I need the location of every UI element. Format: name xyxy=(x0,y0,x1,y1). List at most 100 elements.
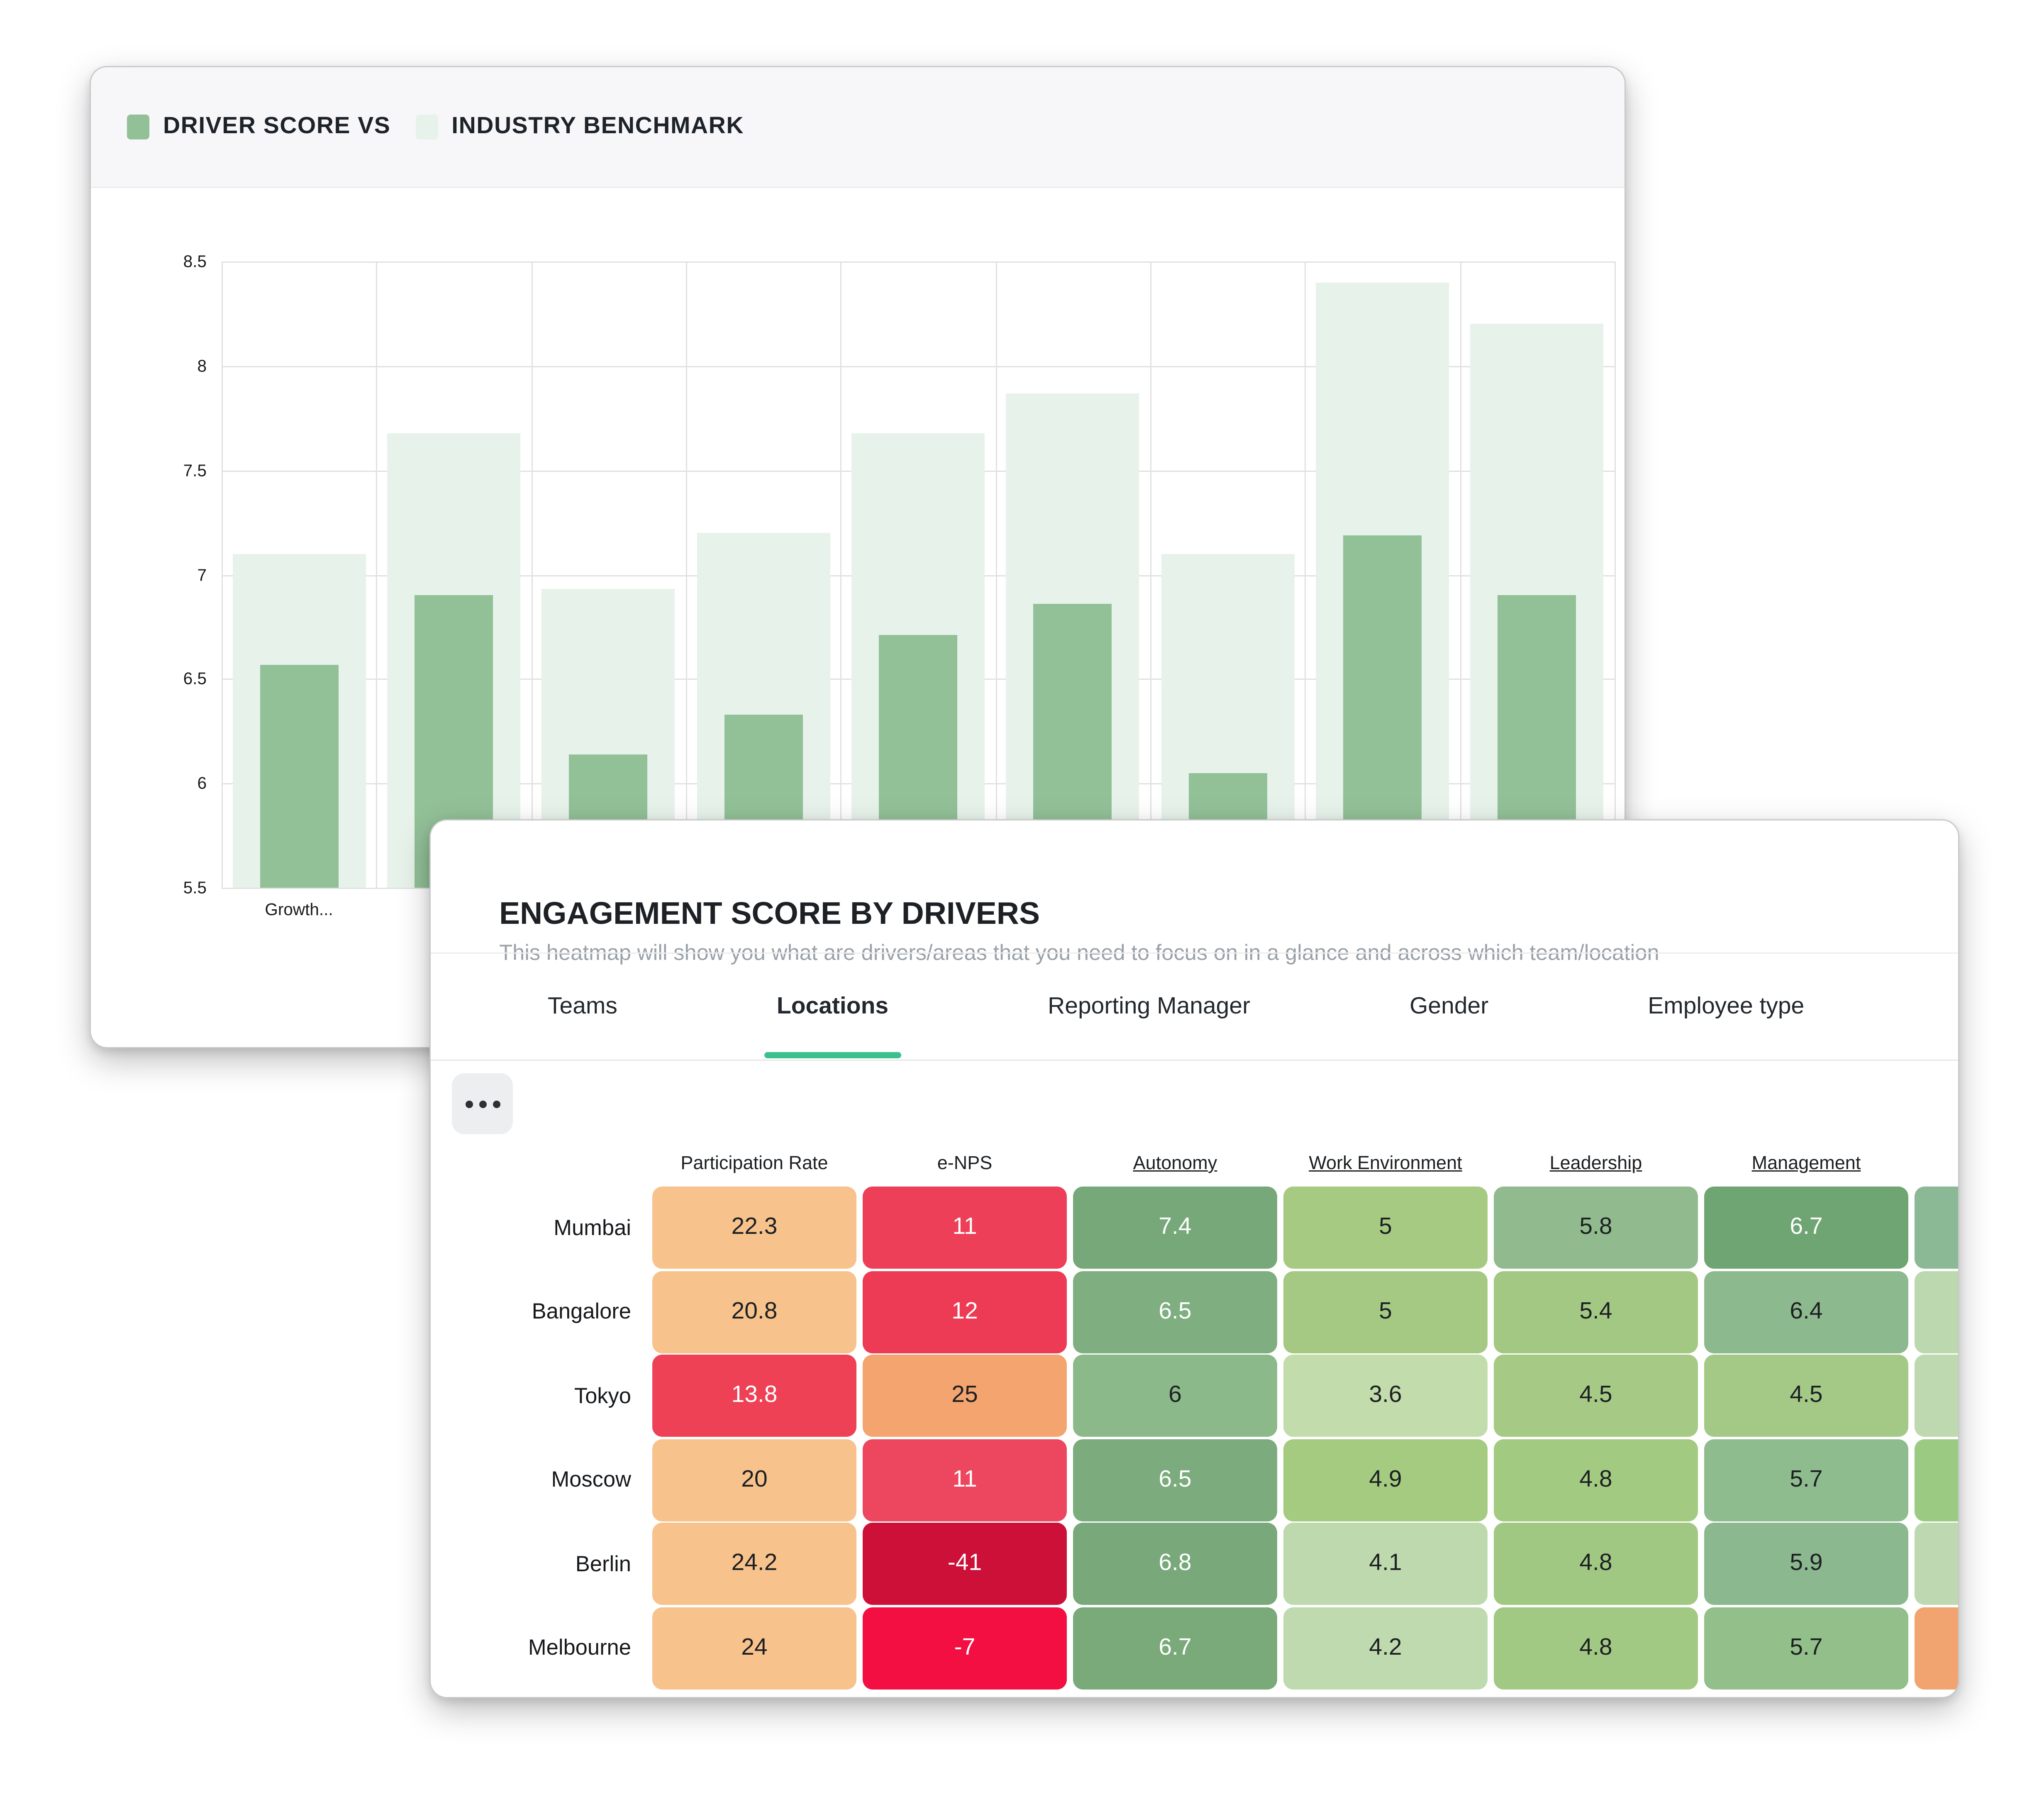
row-label: Tokyo xyxy=(574,1382,631,1408)
gridline xyxy=(840,261,842,888)
heatmap-cell[interactable]: 4.5 xyxy=(1704,1355,1908,1437)
heatmap-cell[interactable]: 4.8 xyxy=(1494,1438,1698,1521)
gridline xyxy=(222,366,1615,367)
heatmap-cell[interactable]: 5.9 xyxy=(1704,1523,1908,1605)
heatmap-rows: Mumbai 22.3 11 7.4 5 5.8 6.7 Bangalore 20.8 12 6.5… xyxy=(431,1187,1958,1691)
heatmap-cell[interactable]: 25 xyxy=(863,1355,1067,1437)
column-header-autonomy[interactable]: Autonomy xyxy=(1133,1153,1217,1174)
heatmap-cell[interactable]: 4.8 xyxy=(1494,1607,1698,1689)
table-row: Melbourne 24 -7 6.7 4.2 4.8 5.7 xyxy=(431,1607,1958,1689)
column-header-participation-rate: Participation Rate xyxy=(681,1153,828,1174)
heatmap-cell[interactable]: 11 xyxy=(863,1438,1067,1521)
heatmap-subtitle: This heatmap will show you what are driv… xyxy=(499,939,1659,964)
gridline xyxy=(222,261,1615,263)
y-axis-tick-label: 7.5 xyxy=(183,461,207,480)
heatmap-cell[interactable]: 5 xyxy=(1283,1270,1488,1353)
heatmap-cell[interactable]: 7.4 xyxy=(1073,1187,1277,1269)
tab-locations[interactable]: Locations xyxy=(764,993,901,1058)
table-row: Bangalore 20.8 12 6.5 5 5.4 6.4 xyxy=(431,1270,1958,1353)
column-header-leadership[interactable]: Leadership xyxy=(1549,1153,1642,1174)
heatmap-cell[interactable]: 6.7 xyxy=(1073,1607,1277,1689)
heatmap-cell[interactable]: 20.8 xyxy=(652,1270,856,1353)
y-axis-tick-label: 8 xyxy=(197,356,207,375)
table-row: Tokyo 13.8 25 6 3.6 4.5 4.5 xyxy=(431,1355,1958,1437)
x-axis-tick-label: Growth... xyxy=(265,900,333,919)
heatmap-cell[interactable]: 6.5 xyxy=(1073,1270,1277,1353)
heatmap-cell[interactable]: 6.5 xyxy=(1073,1438,1277,1521)
heatmap-cell[interactable]: 4.8 xyxy=(1494,1523,1698,1605)
heatmap-cell[interactable]: 6.4 xyxy=(1704,1270,1908,1353)
heatmap-cell[interactable]: 20 xyxy=(652,1438,856,1521)
heatmap-tab-bar: Teams Locations Reporting Manager Gender Emp… xyxy=(431,954,1958,1061)
heatmap-cell[interactable]: 13.8 xyxy=(652,1355,856,1437)
heatmap-cell[interactable]: 5.8 xyxy=(1494,1187,1698,1269)
bar-group xyxy=(686,261,841,888)
row-label: Mumbai xyxy=(554,1214,631,1240)
bar-group xyxy=(1305,261,1460,888)
row-label: Melbourne xyxy=(528,1635,631,1660)
heatmap-cell[interactable]: 5.7 xyxy=(1704,1607,1908,1689)
y-axis-tick-label: 8.5 xyxy=(183,252,207,271)
y-axis-tick-label: 5.5 xyxy=(183,878,207,897)
heatmap-cell[interactable]: 4.5 xyxy=(1494,1355,1698,1437)
bar-group xyxy=(1460,261,1615,888)
ellipsis-icon xyxy=(465,1100,473,1108)
heatmap-cell[interactable]: 4.1 xyxy=(1283,1523,1488,1605)
table-row: Moscow 20 11 6.5 4.9 4.8 5.7 xyxy=(431,1438,1958,1521)
gridline xyxy=(222,261,223,888)
tab-employee-type[interactable]: Employee type xyxy=(1648,993,1805,1019)
chart-card-header: DRIVER SCORE VS INDUSTRY BENCHMARK xyxy=(91,67,1624,188)
heatmap-cell[interactable]: 24.2 xyxy=(652,1523,856,1605)
table-row: Mumbai 22.3 11 7.4 5 5.8 6.7 xyxy=(431,1187,1958,1269)
heatmap-cell[interactable]: 24 xyxy=(652,1607,856,1689)
ellipsis-icon xyxy=(492,1100,500,1108)
gridline xyxy=(686,261,687,888)
heatmap-cell[interactable] xyxy=(1915,1607,1958,1689)
bar-group xyxy=(531,261,686,888)
divider xyxy=(431,952,1958,954)
y-axis-tick-label: 6 xyxy=(197,774,207,793)
heatmap-cell[interactable]: -7 xyxy=(863,1607,1067,1689)
heatmap-cell[interactable]: 22.3 xyxy=(652,1187,856,1269)
heatmap-cell[interactable] xyxy=(1915,1270,1958,1353)
bar-group xyxy=(841,261,995,888)
table-row: Berlin 24.2 -41 6.8 4.1 4.8 5.9 xyxy=(431,1523,1958,1605)
gridline xyxy=(1305,261,1306,888)
column-header xyxy=(1915,1177,1958,1184)
more-options-button[interactable] xyxy=(452,1073,513,1134)
column-header-management[interactable]: Management xyxy=(1751,1153,1861,1174)
bar-group xyxy=(1150,261,1305,888)
heatmap-cell[interactable]: 5.4 xyxy=(1494,1270,1698,1353)
heatmap-cell[interactable] xyxy=(1915,1523,1958,1605)
bar-chart-plot: 5.5 6 6.5 7 7.5 8 8.5 Growth... xyxy=(183,252,1616,919)
heatmap-cell[interactable]: 11 xyxy=(863,1187,1067,1269)
gridline xyxy=(995,261,997,888)
heatmap-cell[interactable] xyxy=(1915,1187,1958,1269)
ellipsis-icon xyxy=(478,1100,486,1108)
heatmap-column-headers: Participation Rate e-NPS Autonomy Work Envi… xyxy=(431,1109,1958,1184)
bar-group xyxy=(995,261,1150,888)
heatmap-cell[interactable]: 6 xyxy=(1073,1355,1277,1437)
tab-gender[interactable]: Gender xyxy=(1410,993,1489,1019)
legend-swatch-icon xyxy=(127,115,149,139)
heatmap-cell[interactable]: 4.9 xyxy=(1283,1438,1488,1521)
heatmap-cell[interactable]: 6.7 xyxy=(1704,1187,1908,1269)
gridline xyxy=(1615,261,1616,888)
heatmap-cell[interactable] xyxy=(1915,1438,1958,1521)
column-header-work-environment[interactable]: Work Environment xyxy=(1309,1153,1462,1174)
heatmap-cell[interactable]: 12 xyxy=(863,1270,1067,1353)
chart-legend: DRIVER SCORE VS INDUSTRY BENCHMARK xyxy=(127,113,769,141)
gridline xyxy=(1150,261,1151,888)
heatmap-cell[interactable]: 4.2 xyxy=(1283,1607,1488,1689)
heatmap-cell[interactable] xyxy=(1915,1355,1958,1437)
legend-label: DRIVER SCORE VS xyxy=(163,113,391,139)
heatmap-cell[interactable]: 3.6 xyxy=(1283,1355,1488,1437)
heatmap-cell[interactable]: -41 xyxy=(863,1523,1067,1605)
column-header-e-nps: e-NPS xyxy=(937,1153,993,1174)
row-label: Bangalore xyxy=(532,1299,631,1323)
tab-teams[interactable]: Teams xyxy=(548,993,617,1019)
heatmap-cell[interactable]: 5.7 xyxy=(1704,1438,1908,1521)
tab-reporting-manager[interactable]: Reporting Manager xyxy=(1048,993,1251,1019)
heatmap-cell[interactable]: 5 xyxy=(1283,1187,1488,1269)
heatmap-cell[interactable]: 6.8 xyxy=(1073,1523,1277,1605)
